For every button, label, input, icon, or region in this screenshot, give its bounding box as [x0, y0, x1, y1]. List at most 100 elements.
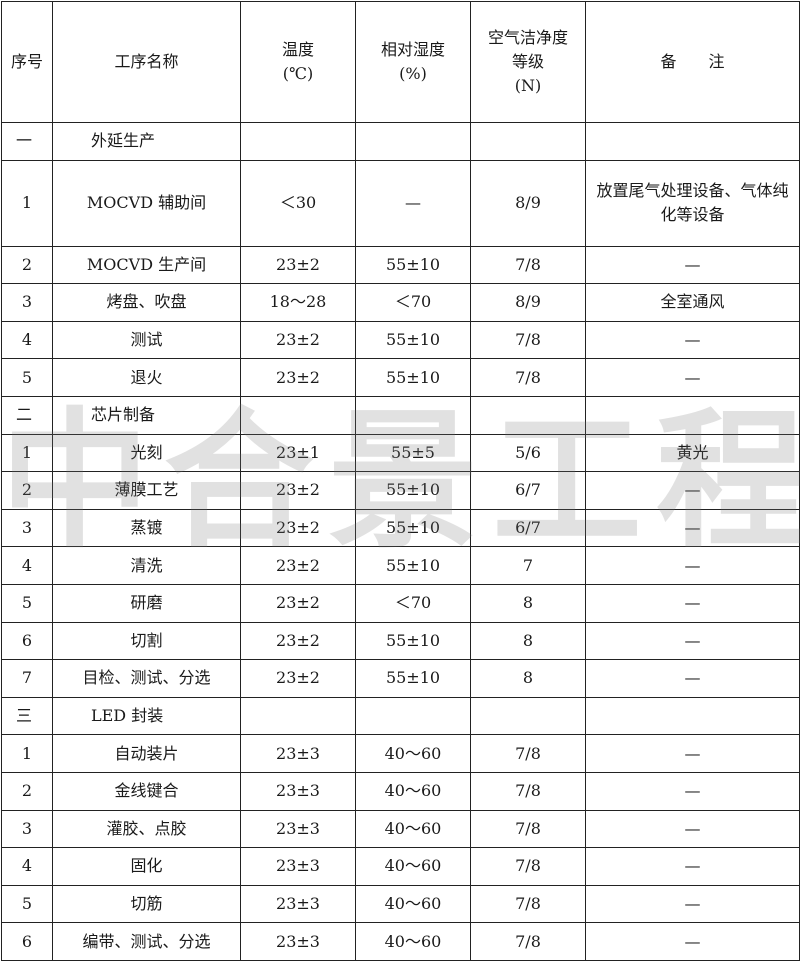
cell-rh	[355, 696, 471, 736]
cell-name: 切筋	[52, 884, 241, 924]
cell-no: 三	[1, 696, 53, 736]
cell-no: 1	[1, 159, 53, 247]
cell-name: 蒸镀	[52, 508, 241, 548]
cell-note	[585, 122, 800, 161]
cell-rh	[355, 395, 471, 435]
table-row: 4 固化 23±3 40～60 7/8—	[1, 847, 800, 886]
cell-no: 7	[1, 659, 53, 698]
cell-note: —	[585, 471, 800, 510]
header-no: 序号	[1, 1, 53, 123]
cell-note: —	[585, 771, 800, 811]
cell-no: 4	[1, 320, 53, 360]
cell-no: 5	[1, 583, 53, 623]
cell-no: 1	[1, 433, 53, 473]
cell-class: 6/7	[470, 471, 586, 510]
cell-class: 7/8	[470, 809, 586, 849]
header-row: 序号 工序名称 温度 (℃) 相对湿度 (%) 空气洁净度 等级 (N) 备 注	[1, 1, 800, 123]
cell-class: 7/8	[470, 847, 586, 886]
table-row: 1 自动装片 23±3 40～60 7/8—	[1, 734, 800, 773]
cell-temp: 23±3	[240, 771, 356, 811]
cell-rh: —	[355, 159, 471, 247]
cell-no: 5	[1, 358, 53, 397]
table-row: 5 研磨 23±2 ＜70 8—	[1, 583, 800, 623]
cell-class: 6/7	[470, 508, 586, 548]
cell-note: —	[585, 847, 800, 886]
cell-temp	[240, 696, 356, 736]
cell-rh: ＜70	[355, 583, 471, 623]
cell-class: 8	[470, 659, 586, 698]
cell-name: 固化	[52, 847, 241, 886]
cell-name: 外延生产	[52, 122, 241, 161]
table-row: 3 灌胶、点胶 23±3 40～60 7/8—	[1, 809, 800, 849]
cell-note	[585, 395, 800, 435]
cell-rh: 55±10	[355, 508, 471, 548]
cell-temp: 18～28	[240, 283, 356, 322]
cell-class: 8	[470, 621, 586, 661]
cell-no: 3	[1, 508, 53, 548]
section-row: 一外延生产	[1, 122, 800, 161]
cell-temp: 23±2	[240, 583, 356, 623]
table-row: 7 目检、测试、分选 23±2 55±10 8—	[1, 659, 800, 698]
cell-class: 7/8	[470, 771, 586, 811]
cell-temp: 23±3	[240, 734, 356, 773]
cell-class: 7/8	[470, 884, 586, 924]
cell-note: —	[585, 659, 800, 698]
cell-temp: 23±3	[240, 884, 356, 924]
cell-name: 研磨	[52, 583, 241, 623]
cell-no: 一	[1, 122, 53, 161]
cell-temp: 23±2	[240, 546, 356, 585]
cell-temp: 23±3	[240, 922, 356, 961]
cell-rh: 40～60	[355, 847, 471, 886]
cell-note: 放置尾气处理设备、气体纯化等设备	[585, 159, 800, 247]
cell-note: —	[585, 358, 800, 397]
cell-rh: 40～60	[355, 734, 471, 773]
cell-note: —	[585, 809, 800, 849]
cell-name: 光刻	[52, 433, 241, 473]
cell-no: 3	[1, 283, 53, 322]
cell-temp: 23±2	[240, 508, 356, 548]
cell-temp: 23±2	[240, 245, 356, 285]
cell-class: 7	[470, 546, 586, 585]
cell-name: 清洗	[52, 546, 241, 585]
cell-name: 薄膜工艺	[52, 471, 241, 510]
table-row: 6 切割 23±2 55±10 8—	[1, 621, 800, 661]
cell-name: 灌胶、点胶	[52, 809, 241, 849]
cell-rh: ＜70	[355, 283, 471, 322]
cell-no: 4	[1, 546, 53, 585]
cell-class: 7/8	[470, 245, 586, 285]
cell-rh: 40～60	[355, 771, 471, 811]
cell-temp: 23±2	[240, 659, 356, 698]
cell-temp: 23±2	[240, 358, 356, 397]
cell-rh: 55±5	[355, 433, 471, 473]
cell-rh: 40～60	[355, 809, 471, 849]
table-row: 2 薄膜工艺 23±2 55±10 6/7—	[1, 471, 800, 510]
cell-note: 黄光	[585, 433, 800, 473]
table-row: 1 光刻 23±1 55±5 5/6 黄光	[1, 433, 800, 473]
cell-temp: 23±3	[240, 847, 356, 886]
cell-class	[470, 696, 586, 736]
table-row: 2 MOCVD 生产间 23±2 55±10 7/8—	[1, 245, 800, 285]
cell-note: —	[585, 583, 800, 623]
cell-note: —	[585, 734, 800, 773]
cell-name: 编带、测试、分选	[52, 922, 241, 961]
header-process-name: 工序名称	[52, 1, 241, 123]
table-row: 6 编带、测试、分选 23±3 40～60 7/8—	[1, 922, 800, 961]
header-humidity: 相对湿度 (%)	[355, 1, 471, 123]
cell-temp	[240, 122, 356, 161]
cell-note: —	[585, 884, 800, 924]
cell-temp	[240, 395, 356, 435]
cell-name: 金线键合	[52, 771, 241, 811]
cell-rh: 55±10	[355, 358, 471, 397]
cell-name: 目检、测试、分选	[52, 659, 241, 698]
cell-note: —	[585, 922, 800, 961]
cell-no: 6	[1, 922, 53, 961]
cell-no: 4	[1, 847, 53, 886]
cell-class	[470, 395, 586, 435]
cell-rh: 40～60	[355, 922, 471, 961]
cell-temp: 23±1	[240, 433, 356, 473]
cell-rh: 55±10	[355, 659, 471, 698]
section-row: 三 LED 封装	[1, 696, 800, 736]
cell-note: —	[585, 245, 800, 285]
cell-rh: 40～60	[355, 884, 471, 924]
cell-class: 8/9	[470, 283, 586, 322]
